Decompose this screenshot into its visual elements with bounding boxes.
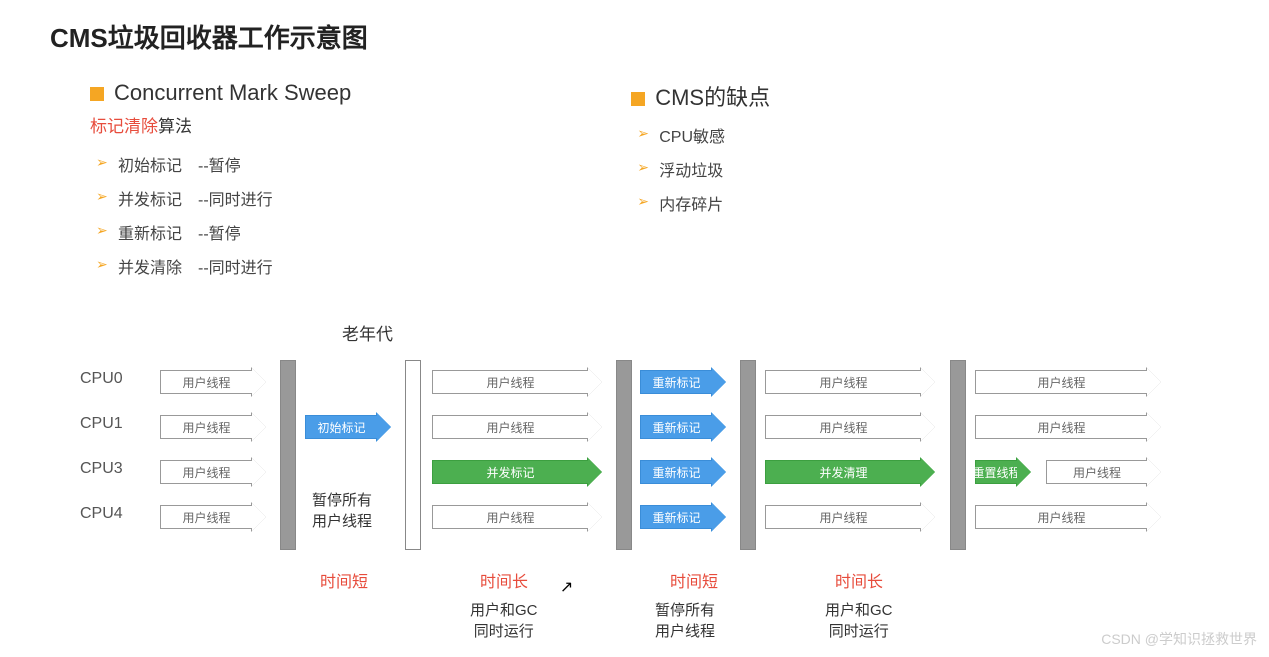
user-thread-arrow: 用户线程	[765, 370, 935, 394]
drawback-list-item: ➢CPU敏感	[631, 118, 770, 152]
drawback-list-item: ➢浮动垃圾	[631, 152, 770, 186]
user-thread-arrow: 用户线程	[1046, 460, 1161, 484]
left-section: Concurrent Mark Sweep 标记清除算法 ➢初始标记 --暂停➢…	[90, 80, 351, 283]
phase-bar	[616, 360, 632, 550]
phase-list-item: ➢并发标记 --同时进行	[90, 181, 351, 215]
chevron-icon: ➢	[637, 159, 649, 176]
remark-arrow: 重新标记	[640, 415, 726, 439]
cursor-icon: ↖	[560, 577, 573, 597]
user-thread-arrow: 用户线程	[160, 415, 266, 439]
page-title: CMS垃圾回收器工作示意图	[0, 0, 1269, 55]
desc-annotation: 暂停所有用户线程	[655, 600, 715, 642]
cpu-label: CPU4	[80, 505, 123, 523]
concurrent-clean-arrow: 并发清理	[765, 460, 935, 484]
remark-arrow: 重新标记	[640, 370, 726, 394]
phase-list-item: ➢并发清除 --同时进行	[90, 249, 351, 283]
time-annotation: 时间短	[320, 568, 368, 592]
chevron-icon: ➢	[96, 256, 108, 273]
user-thread-arrow: 用户线程	[975, 370, 1161, 394]
desc-annotation: 用户和GC同时运行	[825, 600, 893, 642]
chevron-icon: ➢	[96, 154, 108, 171]
user-thread-arrow: 用户线程	[765, 415, 935, 439]
phase-bar	[740, 360, 756, 550]
phase-bar	[950, 360, 966, 550]
user-thread-arrow: 用户线程	[160, 505, 266, 529]
user-thread-arrow: 用户线程	[765, 505, 935, 529]
watermark: CSDN @学知识拯救世界	[1101, 629, 1257, 649]
remark-arrow: 重新标记	[640, 460, 726, 484]
old-gen-label: 老年代	[342, 320, 393, 345]
remark-arrow: 重新标记	[640, 505, 726, 529]
user-thread-arrow: 用户线程	[975, 505, 1161, 529]
user-thread-arrow: 用户线程	[975, 415, 1161, 439]
drawback-list-item: ➢内存碎片	[631, 186, 770, 220]
chevron-icon: ➢	[96, 222, 108, 239]
user-thread-arrow: 用户线程	[432, 370, 602, 394]
bullet-icon	[631, 92, 645, 106]
user-thread-arrow: 用户线程	[160, 370, 266, 394]
chevron-icon: ➢	[96, 188, 108, 205]
algorithm-subtitle: 标记清除算法	[90, 112, 351, 137]
desc-annotation: 用户和GC同时运行	[470, 600, 538, 642]
cpu-label: CPU1	[80, 415, 123, 433]
chevron-icon: ➢	[637, 125, 649, 142]
phase-list-item: ➢重新标记 --暂停	[90, 215, 351, 249]
initial-mark-arrow: 初始标记	[305, 415, 391, 439]
user-thread-arrow: 用户线程	[160, 460, 266, 484]
right-section: CMS的缺点 ➢CPU敏感➢浮动垃圾➢内存碎片	[631, 80, 770, 283]
user-thread-arrow: 用户线程	[432, 505, 602, 529]
left-heading: Concurrent Mark Sweep	[90, 80, 351, 106]
phase-list-item: ➢初始标记 --暂停	[90, 147, 351, 181]
reset-thread-arrow: 重置线程	[975, 460, 1031, 484]
cpu-label: CPU3	[80, 460, 123, 478]
time-annotation: 时间长	[835, 568, 883, 592]
chevron-icon: ➢	[637, 193, 649, 210]
right-heading: CMS的缺点	[631, 80, 770, 112]
cpu-label: CPU0	[80, 370, 123, 388]
time-annotation: 时间短	[670, 568, 718, 592]
phase-bar	[405, 360, 421, 550]
concurrent-mark-arrow: 并发标记	[432, 460, 602, 484]
bullet-icon	[90, 87, 104, 101]
time-annotation: 时间长	[480, 568, 528, 592]
pause-label: 暂停所有用户线程	[292, 490, 392, 532]
user-thread-arrow: 用户线程	[432, 415, 602, 439]
